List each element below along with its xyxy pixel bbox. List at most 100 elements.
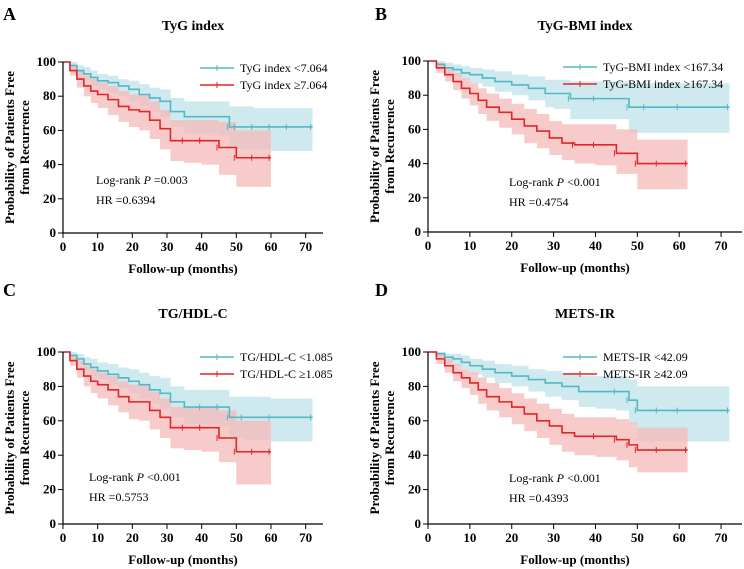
logrank-prefix: Log-rank xyxy=(509,471,557,485)
x-tick-label: 70 xyxy=(299,239,312,254)
ci-band-low-group xyxy=(428,61,730,133)
x-tick-label: 20 xyxy=(126,239,139,254)
logrank-annotation: Log-rank P =0.003 xyxy=(96,173,188,187)
survival-line-high-group xyxy=(63,351,271,453)
x-tick-label: 20 xyxy=(126,530,139,545)
survival-line-low-group xyxy=(63,351,313,419)
x-tick-label: 10 xyxy=(91,530,104,545)
y-tick-label: 40 xyxy=(43,447,56,462)
x-tick-label: 50 xyxy=(631,238,644,253)
logrank-p-symbol: P xyxy=(136,470,145,484)
y-tick-label: 60 xyxy=(408,121,421,136)
x-tick-label: 70 xyxy=(715,238,728,253)
km-panel-a: A TyG index 0 10 20 30 40 50 60 70 0 20 40 60 80 100 Fol… xyxy=(2,4,328,276)
y-tick-label: 20 xyxy=(408,190,421,205)
survival-line-low-group xyxy=(63,61,313,128)
logrank-value: <0.001 xyxy=(564,175,601,189)
x-axis-label: Follow-up (months) xyxy=(128,552,237,567)
ci-band-high-group xyxy=(63,352,271,485)
x-tick-label: 40 xyxy=(195,530,208,545)
hr-annotation: HR =0.6394 xyxy=(96,193,155,207)
logrank-value: <0.001 xyxy=(564,471,601,485)
ci-band-high-group xyxy=(428,352,688,473)
x-tick-label: 10 xyxy=(463,530,476,545)
x-tick-label: 60 xyxy=(265,239,278,254)
legend-label: METS-IR <42.09 xyxy=(603,350,688,364)
logrank-prefix: Log-rank xyxy=(96,173,144,187)
logrank-annotation: Log-rank P <0.001 xyxy=(509,175,601,189)
y-tick-label: 20 xyxy=(408,482,421,497)
x-tick-label: 10 xyxy=(463,238,476,253)
y-axis-label-line2: from Recurrence xyxy=(382,391,397,486)
logrank-prefix: Log-rank xyxy=(509,175,557,189)
x-tick-label: 70 xyxy=(715,530,728,545)
legend-label: TG/HDL-C <1.085 xyxy=(240,350,333,364)
y-tick-label: 40 xyxy=(408,447,421,462)
y-tick-label: 40 xyxy=(43,157,56,172)
logrank-p-symbol: P xyxy=(556,175,565,189)
km-panel-c: C TG/HDL-C 0 10 20 30 40 50 60 70 0 20 40 60 80 100 Foll… xyxy=(2,280,333,567)
x-tick-label: 30 xyxy=(547,530,560,545)
panel-label: D xyxy=(375,280,388,300)
logrank-p-symbol: P xyxy=(556,471,565,485)
y-tick-label: 40 xyxy=(408,156,421,171)
y-axis-label-line2: from Recurrence xyxy=(17,100,32,195)
y-tick-label: 80 xyxy=(43,88,56,103)
y-tick-label: 20 xyxy=(43,191,56,206)
x-tick-label: 60 xyxy=(673,238,686,253)
x-tick-label: 60 xyxy=(673,530,686,545)
survival-line-high-group xyxy=(428,351,688,451)
y-axis-label-line2: from Recurrence xyxy=(17,391,32,486)
x-tick-label: 40 xyxy=(589,238,602,253)
survival-line-high-group xyxy=(428,60,688,165)
x-tick-label: 0 xyxy=(425,530,432,545)
x-tick-label: 10 xyxy=(91,239,104,254)
survival-line-high-group xyxy=(63,61,271,159)
y-tick-label: 0 xyxy=(50,225,57,240)
logrank-p-symbol: P xyxy=(143,173,152,187)
y-tick-label: 0 xyxy=(415,224,422,239)
y-tick-label: 60 xyxy=(43,413,56,428)
panel-title: METS-IR xyxy=(555,307,616,322)
x-tick-label: 40 xyxy=(589,530,602,545)
logrank-annotation: Log-rank P <0.001 xyxy=(509,471,601,485)
hr-annotation: HR =0.5753 xyxy=(89,490,148,504)
km-panel-d: D METS-IR 0 10 20 30 40 50 60 70 0 20 40 60 80 100 Follo… xyxy=(367,280,742,567)
legend-label: TyG index <7.064 xyxy=(240,61,328,75)
x-tick-label: 70 xyxy=(299,530,312,545)
x-axis-label: Follow-up (months) xyxy=(520,552,629,567)
panel-label: B xyxy=(375,4,387,24)
panel-label: A xyxy=(3,4,16,24)
x-tick-label: 30 xyxy=(161,530,174,545)
x-tick-label: 50 xyxy=(230,239,243,254)
x-axis-label: Follow-up (months) xyxy=(520,260,629,275)
hr-annotation: HR =0.4754 xyxy=(509,195,568,209)
x-tick-label: 50 xyxy=(631,530,644,545)
x-tick-label: 0 xyxy=(60,530,67,545)
ci-band-high-group xyxy=(63,62,271,187)
x-tick-label: 0 xyxy=(60,239,67,254)
panel-title: TG/HDL-C xyxy=(158,307,227,322)
y-axis-label-line1: Probability of Patients Free xyxy=(2,71,17,224)
y-tick-label: 0 xyxy=(50,516,57,531)
x-tick-label: 20 xyxy=(505,530,518,545)
survival-line-low-group xyxy=(428,351,730,412)
legend-label: TyG-BMI index <167.34 xyxy=(603,60,723,74)
y-tick-label: 100 xyxy=(37,344,57,359)
ci-band-high-group xyxy=(428,61,688,190)
x-tick-label: 50 xyxy=(230,530,243,545)
panel-title: TyG-BMI index xyxy=(537,19,632,34)
y-tick-label: 100 xyxy=(37,54,57,69)
legend-label: TG/HDL-C ≥1.085 xyxy=(240,367,333,381)
x-tick-label: 20 xyxy=(505,238,518,253)
ci-band-low-group xyxy=(428,352,730,442)
panel-title: TyG index xyxy=(162,19,224,34)
ci-band-low-group xyxy=(63,62,313,151)
y-tick-label: 80 xyxy=(408,87,421,102)
logrank-annotation: Log-rank P <0.001 xyxy=(89,470,181,484)
survival-line-low-group xyxy=(428,60,730,108)
logrank-prefix: Log-rank xyxy=(89,470,137,484)
x-tick-label: 40 xyxy=(195,239,208,254)
legend-label: TyG-BMI index ≥167.34 xyxy=(603,77,723,91)
logrank-value: =0.003 xyxy=(151,173,188,187)
